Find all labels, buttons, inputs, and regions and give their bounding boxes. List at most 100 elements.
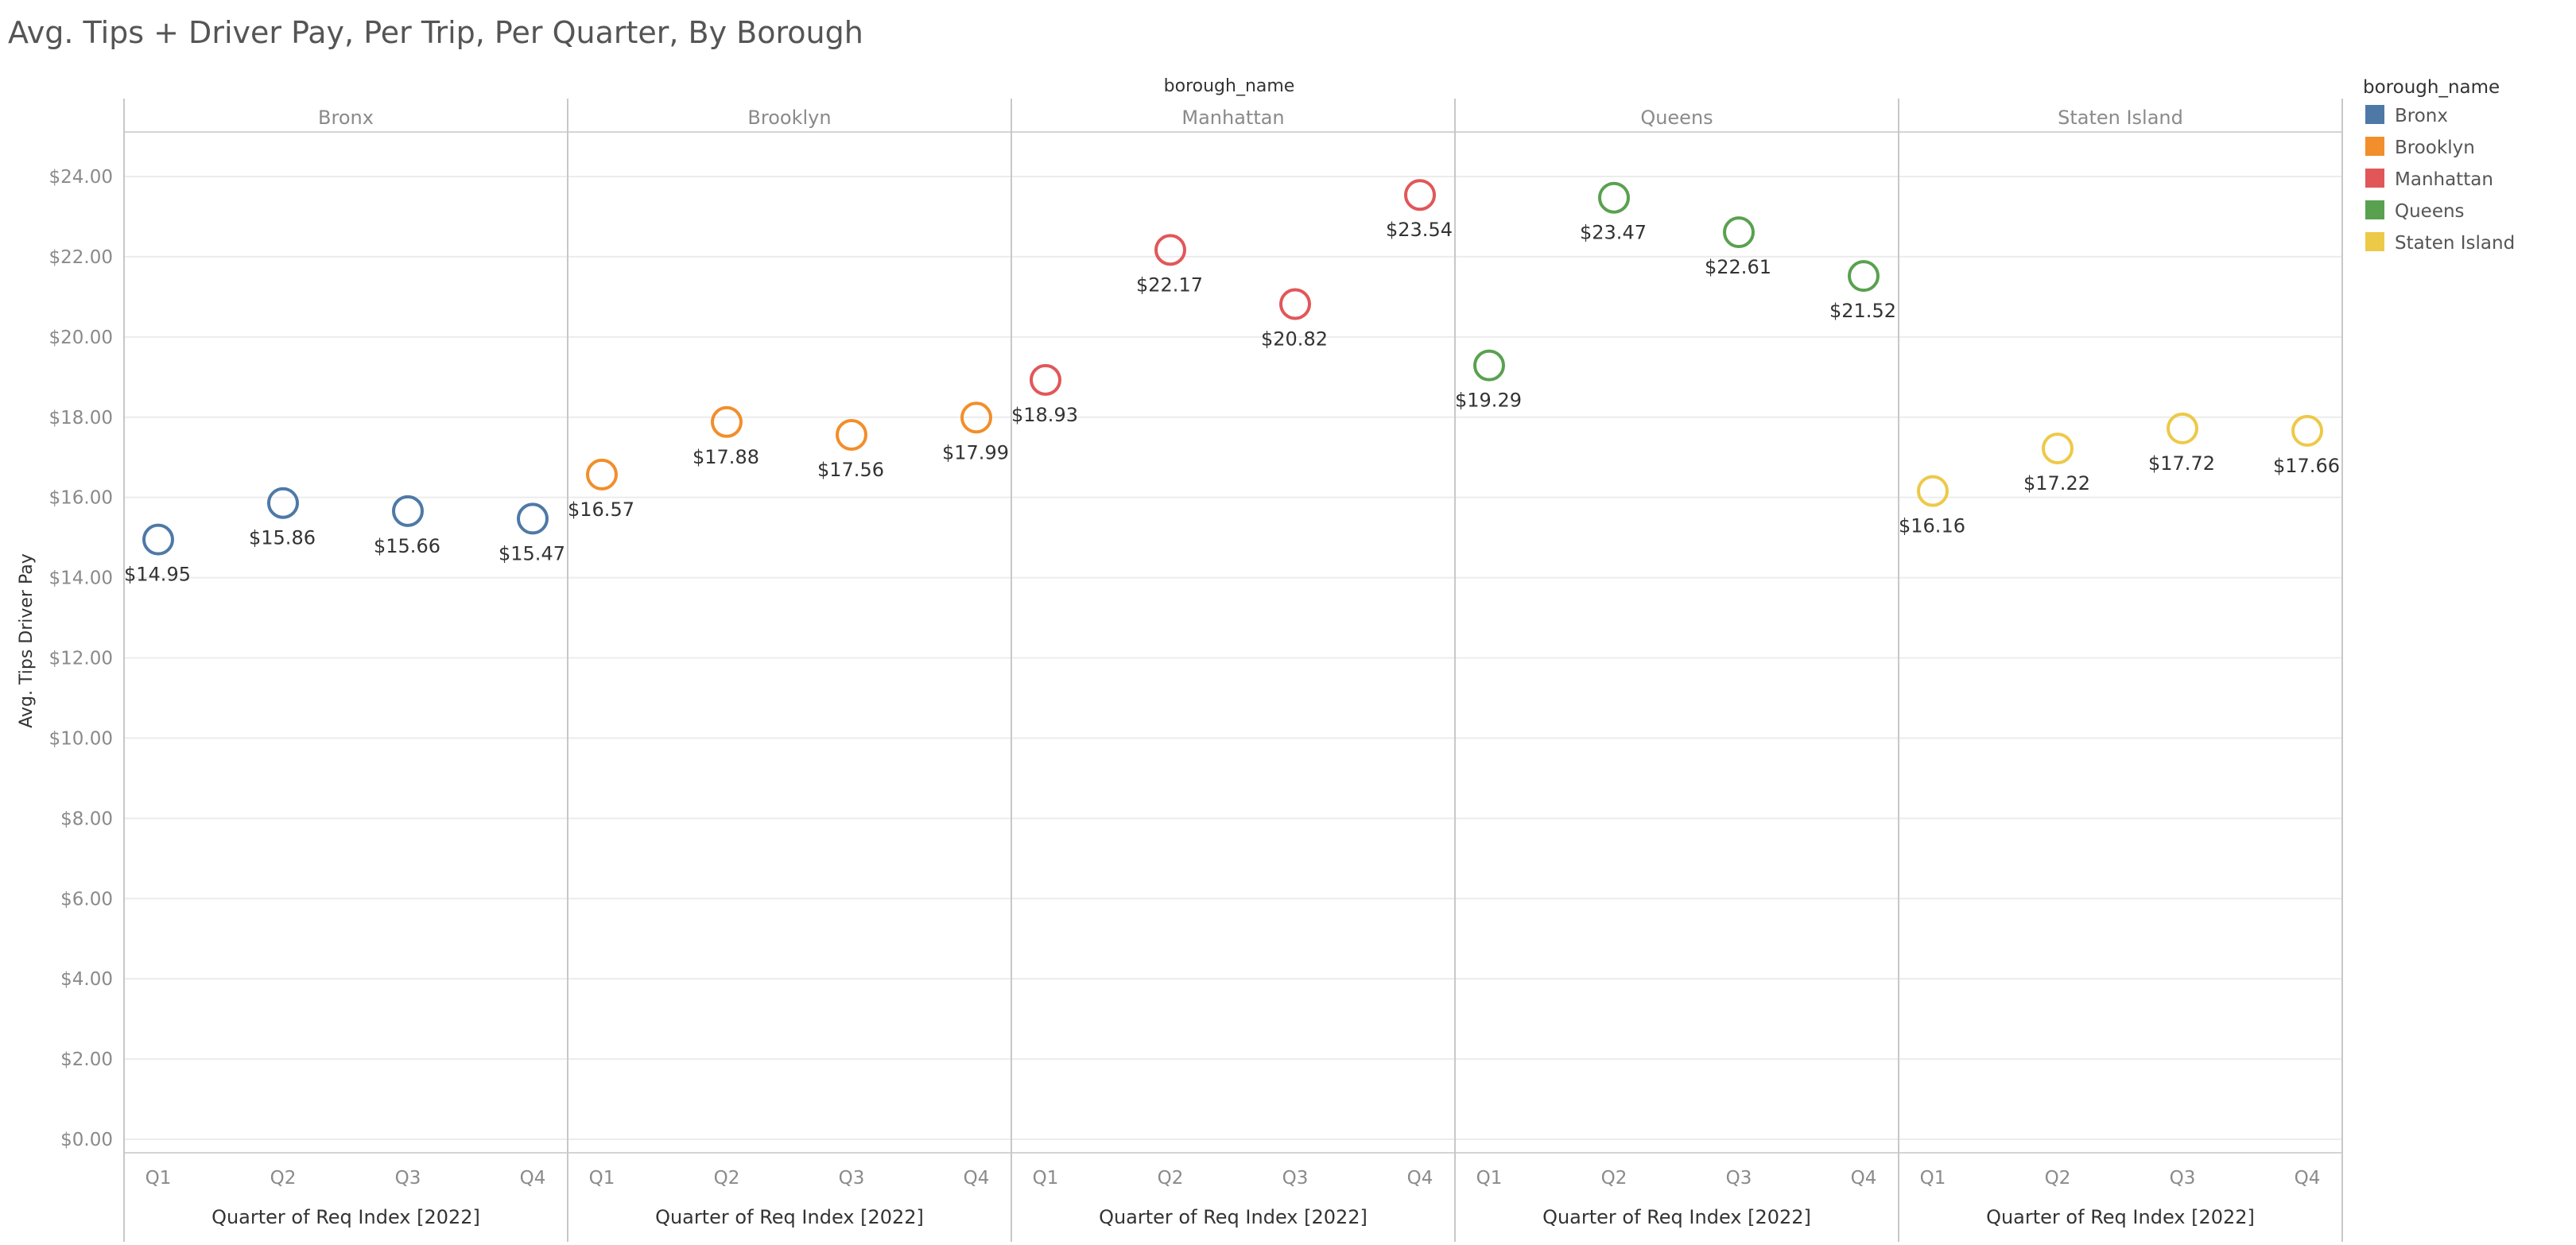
data-point[interactable] <box>586 458 618 491</box>
x-tick-label: Q4 <box>1407 1168 1433 1189</box>
y-tick-label: $8.00 <box>60 809 113 829</box>
panel-headers: Bronx Brooklyn Manhattan Queens Staten Islan… <box>318 107 2183 129</box>
legend-item-bronx[interactable]: Bronx <box>2395 106 2448 126</box>
x-tick-label: Q4 <box>2295 1168 2321 1189</box>
x-axis-title: Quarter of Req Index [2022] <box>655 1206 924 1228</box>
y-tick-label: $18.00 <box>49 408 113 429</box>
x-tick-label: Q3 <box>2170 1168 2196 1189</box>
data-label: $17.88 <box>692 446 759 468</box>
legend-swatch <box>2365 232 2384 251</box>
x-axis: Q1 Q2 Q3 Q4 Quarter of Req Index [2022] Q1 Q2 Q… <box>145 1168 2321 1228</box>
x-tick-label: Q1 <box>589 1168 615 1189</box>
data-point[interactable] <box>2291 414 2323 447</box>
legend-item-queens[interactable]: Queens <box>2395 201 2465 222</box>
data-point[interactable] <box>1279 288 1311 320</box>
legend-swatch <box>2365 200 2384 219</box>
x-tick-label: Q3 <box>395 1168 421 1189</box>
x-tick-label: Q1 <box>1920 1168 1946 1189</box>
data-point[interactable] <box>1723 216 1755 249</box>
data-label: $21.52 <box>1829 300 1896 322</box>
panel-header-brooklyn: Brooklyn <box>747 107 831 129</box>
legend-item-manhattan[interactable]: Manhattan <box>2395 169 2493 190</box>
x-tick-label: Q2 <box>1601 1168 1627 1189</box>
x-axis-title: Quarter of Req Index [2022] <box>1099 1206 1368 1228</box>
x-tick-label: Q4 <box>964 1168 990 1189</box>
legend: borough_name Bronx Brooklyn Manhattan Queens… <box>2363 77 2515 254</box>
x-tick-label: Q2 <box>270 1168 297 1189</box>
x-tick-label: Q1 <box>1476 1168 1503 1189</box>
data-point[interactable] <box>517 502 549 535</box>
data-label: $15.66 <box>374 535 440 557</box>
legend-swatch <box>2365 137 2384 156</box>
data-label: $16.16 <box>1899 515 1965 537</box>
facet-label: borough_name <box>1164 76 1295 96</box>
data-label: $17.22 <box>2023 472 2090 495</box>
data-point[interactable] <box>711 405 743 438</box>
legend-item-staten-island[interactable]: Staten Island <box>2395 233 2515 254</box>
y-tick-label: $4.00 <box>60 969 113 990</box>
x-axis-title: Quarter of Req Index [2022] <box>1542 1206 1811 1228</box>
data-label: $17.66 <box>2273 455 2340 477</box>
data-point[interactable] <box>142 523 174 556</box>
data-point[interactable] <box>1917 475 1949 507</box>
legend-item-brooklyn[interactable]: Brooklyn <box>2395 138 2475 158</box>
data-point[interactable] <box>1030 363 1061 396</box>
panel-frames <box>123 99 2343 1242</box>
data-point[interactable] <box>2167 412 2198 444</box>
legend-swatch <box>2365 105 2384 124</box>
legend-title: borough_name <box>2363 77 2500 98</box>
y-tick-label: $20.00 <box>49 328 113 348</box>
data-label: $14.95 <box>124 564 191 586</box>
y-tick-label: $22.00 <box>49 247 113 268</box>
data-label: $20.82 <box>1261 328 1328 350</box>
data-point[interactable] <box>2042 432 2074 465</box>
x-tick-label: Q4 <box>1851 1168 1877 1189</box>
gridlines <box>124 176 2342 1140</box>
x-tick-label: Q3 <box>1726 1168 1752 1189</box>
data-point[interactable] <box>267 487 299 519</box>
x-tick-label: Q4 <box>520 1168 546 1189</box>
x-axis-title: Quarter of Req Index [2022] <box>1986 1206 2255 1228</box>
data-label: $17.72 <box>2148 452 2215 475</box>
panel-header-manhattan: Manhattan <box>1181 107 1284 129</box>
data-point[interactable] <box>1154 234 1186 266</box>
x-tick-label: Q1 <box>1033 1168 1059 1189</box>
y-tick-label: $16.00 <box>49 488 113 509</box>
data-point[interactable] <box>1473 349 1505 382</box>
y-axis-title: Avg. Tips Driver Pay <box>17 553 37 728</box>
panel-header-queens: Queens <box>1640 107 1713 129</box>
data-point[interactable] <box>1848 260 1880 293</box>
y-tick-label: $2.00 <box>60 1049 113 1070</box>
x-tick-label: Q1 <box>145 1168 172 1189</box>
y-tick-label: $14.00 <box>49 568 113 589</box>
data-label: $22.17 <box>1136 273 1203 296</box>
data-point[interactable] <box>1598 181 1630 214</box>
data-label: $17.99 <box>942 441 1009 463</box>
data-marks: $14.95 $15.86 $15.66 $15.47$16.57 $17.88 $17.… <box>124 179 2340 586</box>
x-tick-label: Q2 <box>1158 1168 1184 1189</box>
x-tick-label: Q3 <box>1282 1168 1309 1189</box>
data-point[interactable] <box>836 418 867 451</box>
y-tick-label: $24.00 <box>49 167 113 188</box>
data-point[interactable] <box>1404 179 1436 211</box>
y-tick-label: $10.00 <box>49 728 113 749</box>
y-tick-label: $0.00 <box>60 1130 113 1150</box>
data-label: $15.86 <box>249 527 316 549</box>
data-point[interactable] <box>960 401 992 434</box>
data-label: $19.29 <box>1455 390 1522 412</box>
data-label: $23.54 <box>1386 219 1453 241</box>
data-label: $15.47 <box>499 542 565 564</box>
x-tick-label: Q3 <box>839 1168 865 1189</box>
y-tick-label: $6.00 <box>60 889 113 910</box>
panel-header-staten-island: Staten Island <box>2058 107 2183 129</box>
data-label: $17.56 <box>817 459 884 481</box>
y-axis: $0.00 $2.00 $4.00 $6.00 $8.00 $10.00 $12.00 $14… <box>49 167 113 1150</box>
data-label: $18.93 <box>1011 404 1078 426</box>
x-tick-label: Q2 <box>2045 1168 2071 1189</box>
x-tick-label: Q2 <box>714 1168 740 1189</box>
chart-title: Avg. Tips + Driver Pay, Per Trip, Per Qu… <box>8 15 863 50</box>
data-label: $22.61 <box>1705 256 1771 278</box>
data-point[interactable] <box>392 495 424 527</box>
